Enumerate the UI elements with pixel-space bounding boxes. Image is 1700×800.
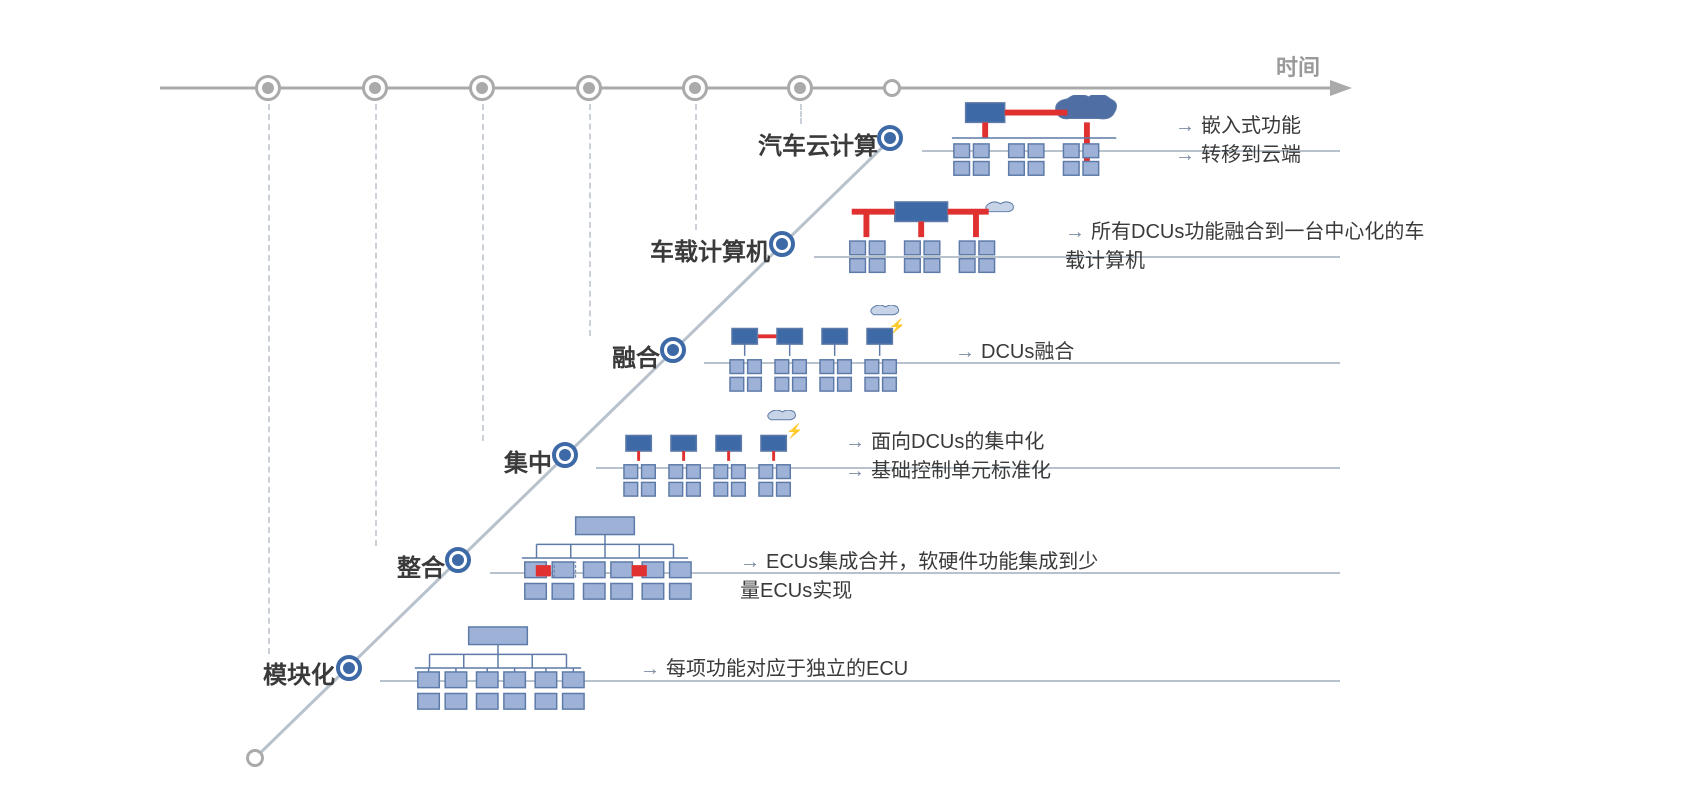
vline xyxy=(375,104,377,546)
stage-desc-集中: → 面向DCUs的集中化 → 基础控制单元标准化 xyxy=(845,428,1051,486)
time-node xyxy=(576,75,602,101)
time-node xyxy=(787,75,813,101)
stage-label-整合: 整合 xyxy=(335,548,445,583)
time-node xyxy=(682,75,708,101)
stage-desc-text: 每项功能对应于独立的ECU xyxy=(666,658,908,680)
stage-node-模块化 xyxy=(336,655,362,681)
time-node xyxy=(362,75,388,101)
stage-desc-text: DCUs融合 xyxy=(981,341,1074,363)
stage-label-汽车云计算: 汽车云计算 xyxy=(698,126,878,161)
vline xyxy=(268,104,270,654)
bullet-icon: → xyxy=(740,551,760,573)
stage-node-集中 xyxy=(552,442,578,468)
bullet-icon: → xyxy=(640,658,660,680)
vline xyxy=(800,104,802,124)
stage-label-模块化: 模块化 xyxy=(205,655,335,690)
stage-desc-模块化: → 每项功能对应于独立的ECU xyxy=(640,655,908,684)
bullet-icon: → xyxy=(1175,144,1195,166)
stage-desc-text: 转移到云端 xyxy=(1201,144,1301,166)
time-node-end xyxy=(883,79,901,97)
stage-desc-text: ECUs集成合并，软硬件功能集成到少量ECUs实现 xyxy=(740,551,1098,602)
axis-label-time: 时间 xyxy=(1276,50,1320,82)
stage-desc-text: 所有DCUs功能融合到一台中心化的车载计算机 xyxy=(1065,221,1424,272)
arch-icon-integrate xyxy=(505,515,705,605)
arch-icon-onboard xyxy=(830,198,1030,288)
stage-desc-融合: → DCUs融合 xyxy=(955,338,1074,367)
time-node xyxy=(255,75,281,101)
stage-label-集中: 集中 xyxy=(442,443,552,478)
bullet-icon: → xyxy=(955,341,975,363)
stage-label-融合: 融合 xyxy=(550,338,660,373)
stage-node-融合 xyxy=(660,337,686,363)
origin-node xyxy=(246,749,264,767)
vline xyxy=(695,104,697,230)
stage-desc-text: 嵌入式功能 xyxy=(1201,115,1301,137)
bullet-icon: → xyxy=(845,431,865,453)
arch-icon-centralize: ⚡ xyxy=(612,410,812,500)
arch-icon-fusion: ⚡ xyxy=(720,305,920,395)
svg-text:⚡: ⚡ xyxy=(786,422,803,439)
stage-label-车载计算机: 车载计算机 xyxy=(590,232,770,267)
arch-icon-cloud xyxy=(938,95,1138,185)
bullet-icon: → xyxy=(845,460,865,482)
time-node xyxy=(469,75,495,101)
bullet-icon: → xyxy=(1065,221,1085,243)
bullet-icon: → xyxy=(1175,115,1195,137)
stage-desc-车载计算机: →所有DCUs功能融合到一台中心化的车载计算机 xyxy=(1065,218,1425,276)
stage-desc-整合: →ECUs集成合并，软硬件功能集成到少量ECUs实现 xyxy=(740,548,1100,606)
stage-node-整合 xyxy=(445,547,471,573)
stage-node-汽车云计算 xyxy=(877,125,903,151)
stage-node-车载计算机 xyxy=(769,231,795,257)
arch-icon-modular xyxy=(398,625,598,715)
vline xyxy=(589,104,591,336)
stage-desc-汽车云计算: → 嵌入式功能 → 转移到云端 xyxy=(1175,112,1301,170)
stage-desc-text: 面向DCUs的集中化 xyxy=(871,431,1044,453)
vline xyxy=(482,104,484,441)
stage-desc-text: 基础控制单元标准化 xyxy=(871,460,1051,482)
